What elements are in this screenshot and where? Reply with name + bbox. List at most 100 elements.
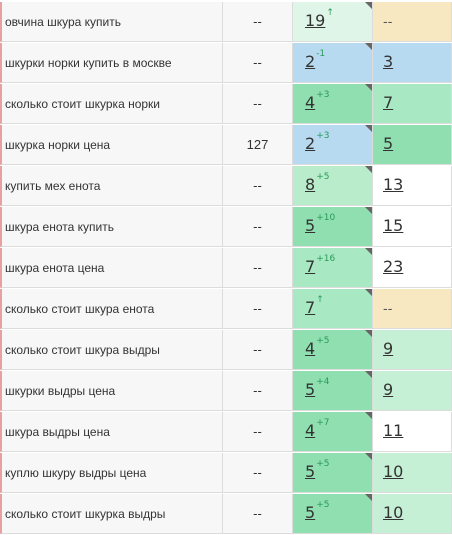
position-cell: 7+16	[293, 248, 373, 288]
keyword-cell: сколько стоит шкурка выдры	[0, 494, 223, 534]
volume-cell: --	[223, 43, 293, 83]
position-cell: 4+3	[293, 84, 373, 124]
previous-position-empty: --	[383, 15, 393, 30]
position-cell: 7↑	[293, 289, 373, 329]
volume-cell: --	[223, 494, 293, 534]
table-row: шкура енота цена -- 7+16 23	[0, 248, 452, 289]
cell-corner-marker	[365, 125, 372, 132]
cell-corner-marker	[365, 207, 372, 214]
volume-cell: --	[223, 412, 293, 452]
position-link[interactable]: 5	[305, 380, 316, 399]
position-link[interactable]: 7	[305, 257, 316, 276]
previous-position-cell: 11	[373, 412, 452, 452]
cell-corner-marker	[365, 289, 372, 296]
position-cell: 5+4	[293, 371, 373, 411]
previous-position-link[interactable]: 9	[383, 339, 394, 358]
position-link[interactable]: 8	[305, 175, 316, 194]
keyword-cell: овчина шкура купить	[0, 2, 223, 42]
keyword-cell: сколько стоит шкура выдры	[0, 330, 223, 370]
previous-position-link[interactable]: 23	[383, 257, 404, 276]
table-row: шкура выдры цена -- 4+7 11	[0, 412, 452, 453]
position-cell: 2-1	[293, 43, 373, 83]
volume-cell: --	[223, 207, 293, 247]
cell-corner-marker	[365, 248, 372, 255]
position-cell: 5+10	[293, 207, 373, 247]
cell-corner-marker	[365, 2, 372, 9]
previous-position-cell: 10	[373, 494, 452, 534]
cell-corner-marker	[365, 494, 372, 501]
previous-position-cell: --	[373, 2, 452, 42]
previous-position-link[interactable]: 3	[383, 52, 394, 71]
previous-position-cell: 10	[373, 453, 452, 493]
position-delta: -1	[316, 49, 326, 59]
position-link[interactable]: 2	[305, 52, 316, 71]
position-cell: 5+5	[293, 494, 373, 534]
position-delta: +3	[316, 90, 330, 100]
position-link[interactable]: 5	[305, 462, 316, 481]
table-row: шкурки норки купить в москве -- 2-1 3	[0, 43, 452, 84]
volume-cell: --	[223, 453, 293, 493]
keyword-cell: купить мех енота	[0, 166, 223, 206]
volume-cell: --	[223, 248, 293, 288]
table-row: сколько стоит шкура выдры -- 4+5 9	[0, 330, 452, 371]
table-row: шкура енота купить -- 5+10 15	[0, 207, 452, 248]
keyword-cell: сколько стоит шкура енота	[0, 289, 223, 329]
previous-position-cell: 3	[373, 43, 452, 83]
position-link[interactable]: 2	[305, 134, 316, 153]
position-delta: +10	[316, 213, 336, 223]
previous-position-cell: 23	[373, 248, 452, 288]
position-link[interactable]: 7	[305, 298, 316, 317]
previous-position-link[interactable]: 15	[383, 216, 404, 235]
position-cell: 2+3	[293, 125, 373, 165]
keyword-cell: шкурка норки цена	[0, 125, 223, 165]
cell-corner-marker	[365, 371, 372, 378]
table-row: сколько стоит шкура енота -- 7↑ --	[0, 289, 452, 330]
table-row: шкурки выдры цена -- 5+4 9	[0, 371, 452, 412]
position-delta: +5	[316, 500, 330, 510]
position-cell: 4+5	[293, 330, 373, 370]
position-link[interactable]: 5	[305, 216, 316, 235]
position-link[interactable]: 4	[305, 421, 316, 440]
volume-cell: 127	[223, 125, 293, 165]
position-link[interactable]: 4	[305, 93, 316, 112]
keyword-cell: шкура енота купить	[0, 207, 223, 247]
keyword-cell: куплю шкуру выдры цена	[0, 453, 223, 493]
position-link[interactable]: 4	[305, 339, 316, 358]
previous-position-link[interactable]: 9	[383, 380, 394, 399]
cell-corner-marker	[365, 412, 372, 419]
previous-position-link[interactable]: 7	[383, 93, 394, 112]
position-delta: +5	[316, 459, 330, 469]
previous-position-link[interactable]: 13	[383, 175, 404, 194]
previous-position-cell: 13	[373, 166, 452, 206]
position-delta: +16	[316, 254, 336, 264]
position-link[interactable]: 19	[305, 11, 326, 30]
position-cell: 5+5	[293, 453, 373, 493]
table-row: купить мех енота -- 8+5 13	[0, 166, 452, 207]
previous-position-cell: 9	[373, 371, 452, 411]
table-row: сколько стоит шкурка норки -- 4+3 7	[0, 84, 452, 125]
previous-position-link[interactable]: 10	[383, 462, 404, 481]
position-delta: +7	[316, 418, 330, 428]
volume-cell: --	[223, 371, 293, 411]
position-delta: ↑	[316, 295, 324, 305]
cell-corner-marker	[365, 453, 372, 460]
previous-position-cell: 7	[373, 84, 452, 124]
previous-position-cell: --	[373, 289, 452, 329]
keyword-cell: шкурки выдры цена	[0, 371, 223, 411]
previous-position-link[interactable]: 11	[383, 421, 404, 440]
previous-position-cell: 9	[373, 330, 452, 370]
previous-position-cell: 15	[373, 207, 452, 247]
volume-cell: --	[223, 84, 293, 124]
previous-position-link[interactable]: 5	[383, 134, 394, 153]
cell-corner-marker	[365, 43, 372, 50]
table-row: шкурка норки цена 127 2+3 5	[0, 125, 452, 166]
keyword-cell: шкура енота цена	[0, 248, 223, 288]
volume-cell: --	[223, 166, 293, 206]
previous-position-link[interactable]: 10	[383, 503, 404, 522]
cell-corner-marker	[365, 166, 372, 173]
position-link[interactable]: 5	[305, 503, 316, 522]
previous-position-empty: --	[383, 302, 393, 317]
position-delta: ↑	[326, 8, 334, 18]
position-delta: +5	[316, 172, 330, 182]
